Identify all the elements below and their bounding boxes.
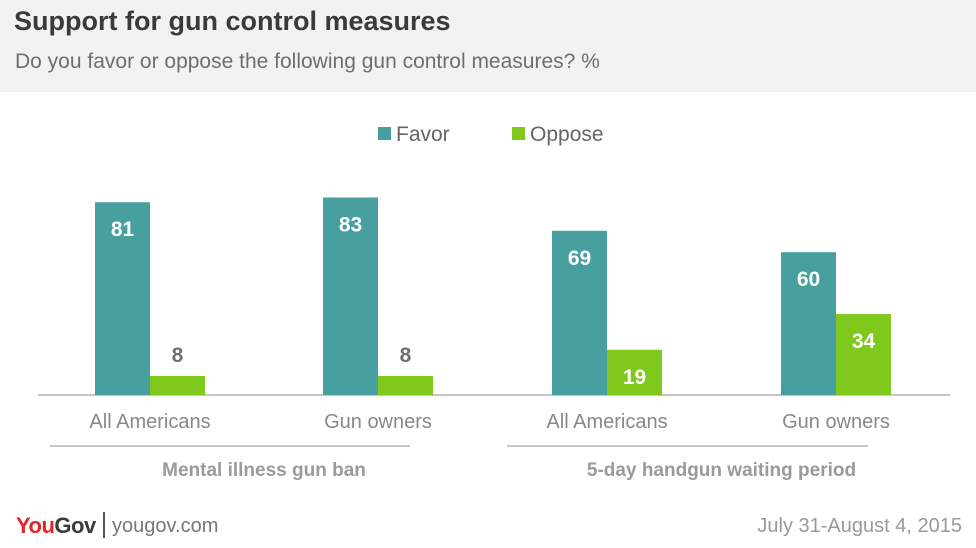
bar-oppose-1 [378,375,433,395]
legend-label-oppose: Oppose [530,123,604,146]
data-label-oppose-3: 34 [852,330,876,353]
data-label-favor-2: 69 [568,247,591,270]
bar-oppose-3 [836,314,891,395]
survey-date: July 31-August 4, 2015 [757,515,962,537]
chart-subtitle: Do you favor or oppose the following gun… [15,50,600,73]
category-label-1: Gun owners [324,411,432,433]
group-label-1: 5-day handgun waiting period [587,460,856,481]
bar-favor-1 [323,197,378,395]
group-label-0: Mental illness gun ban [162,460,366,481]
chart-header: Support for gun control measures Do you … [0,0,976,92]
bar-favor-0 [95,202,150,395]
data-label-oppose-1: 8 [400,344,412,367]
footer-url: yougov.com [112,515,219,537]
category-label-2: All Americans [546,411,667,433]
category-label-0: All Americans [89,411,210,433]
legend-swatch-favor [378,127,391,140]
data-label-oppose-0: 8 [172,344,184,367]
data-label-favor-3: 60 [797,268,820,291]
chart-title: Support for gun control measures [14,6,451,36]
bar-oppose-0 [150,375,205,395]
category-label-3: Gun owners [782,411,890,433]
data-label-oppose-2: 19 [623,366,646,389]
legend-label-favor: Favor [396,123,450,146]
bar-oppose-2 [607,349,662,395]
logo-gov-text: Gov [54,513,96,538]
bar-favor-2 [552,230,607,395]
data-label-favor-0: 81 [111,218,135,241]
yougov-logo: YouGov [16,513,96,539]
legend-swatch-oppose [512,127,525,140]
data-label-favor-1: 83 [339,213,362,236]
footer-divider [103,512,105,538]
logo-you-text: You [16,513,55,538]
bar-favor-3 [781,252,836,395]
